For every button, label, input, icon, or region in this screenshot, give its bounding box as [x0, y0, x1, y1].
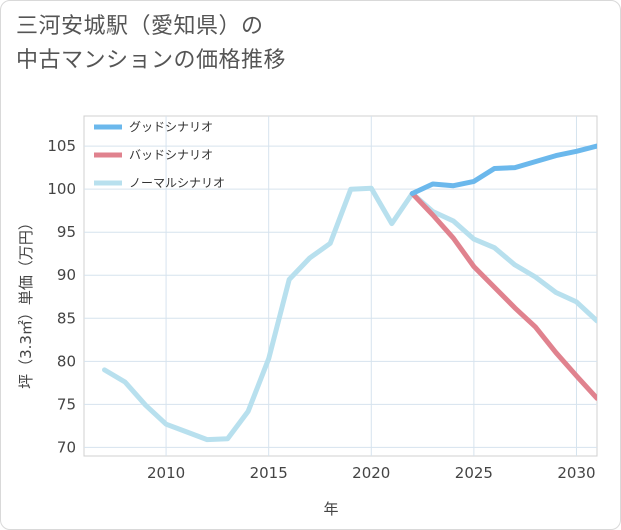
x-tick-label: 2020 — [352, 464, 390, 482]
x-tick-label: 2030 — [557, 464, 595, 482]
x-tick-label: 2010 — [147, 464, 185, 482]
legend-label-1: バッドシナリオ — [129, 148, 213, 162]
x-tick-label: 2025 — [455, 464, 493, 482]
y-tick-label: 70 — [57, 438, 76, 456]
y-tick-label: 90 — [57, 266, 76, 284]
y-axis-label: 坪（3.3㎡）単価（万円） — [17, 215, 35, 389]
legend-label-0: グッドシナリオ — [129, 120, 213, 134]
series-line-1 — [409, 191, 597, 401]
series-line-2 — [102, 185, 597, 443]
x-axis-label: 年 — [323, 500, 338, 518]
y-tick-label: 75 — [57, 395, 76, 413]
y-axis-ticks: 70 75 80 85 90 95 100 105 — [47, 137, 76, 456]
chart-title-line-1: 三河安城駅（愛知県）の — [16, 14, 264, 39]
plot-area — [83, 115, 598, 457]
chart-title: 三河安城駅（愛知県）の 中古マンションの価格推移 — [16, 10, 286, 78]
legend-label-2: ノーマルシナリオ — [129, 176, 225, 190]
y-tick-label: 95 — [57, 223, 76, 241]
chart-title-line-2: 中古マンションの価格推移 — [16, 48, 287, 73]
y-tick-label: 85 — [57, 309, 76, 327]
y-tick-label: 100 — [47, 180, 76, 198]
x-tick-label: 2015 — [250, 464, 288, 482]
x-axis-ticks: 2010 2015 2020 2025 2030 — [147, 464, 596, 482]
series-line-0 — [409, 143, 597, 196]
y-tick-label: 105 — [47, 137, 76, 155]
grid-lines — [83, 115, 598, 457]
series-lines — [102, 143, 597, 443]
y-tick-label: 80 — [57, 352, 76, 370]
